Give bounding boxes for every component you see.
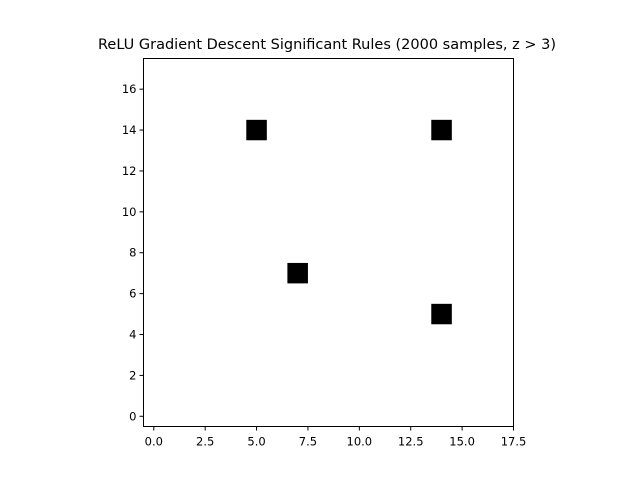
heatmap-cell-3 (431, 119, 452, 141)
x-tick-label: 0.0 (145, 435, 163, 449)
x-tick-label: 17.5 (501, 435, 527, 449)
y-tick-label: 6 (129, 287, 136, 301)
heatmap-cells (143, 58, 514, 427)
plot-frame (143, 58, 514, 427)
x-tick-label: 15.0 (449, 435, 475, 449)
y-tick-label: 0 (129, 409, 136, 423)
x-tick-label: 10.0 (347, 435, 373, 449)
chart-title: ReLU Gradient Descent Significant Rules … (98, 37, 556, 53)
x-tick-label: 5.0 (247, 435, 265, 449)
y-tick-label: 2 (129, 368, 136, 382)
heatmap-cell-1 (287, 262, 308, 284)
y-tick-label: 12 (122, 164, 137, 178)
x-axis-ticks: 0.0 2.5 5.0 7.5 10.0 12.5 15.0 17.5 (145, 426, 527, 449)
heatmap-cell-0 (431, 303, 452, 325)
x-tick-label: 12.5 (398, 435, 424, 449)
x-tick-label: 7.5 (299, 435, 317, 449)
y-tick-label: 16 (122, 82, 137, 96)
heatmap-background (143, 58, 514, 427)
y-tick-label: 4 (129, 328, 136, 342)
y-axis-ticks: 0 2 4 6 8 10 12 14 16 (122, 82, 144, 423)
y-tick-label: 14 (122, 123, 137, 137)
heatmap-cell-2 (246, 119, 267, 141)
y-tick-label: 8 (129, 246, 136, 260)
x-tick-label: 2.5 (196, 435, 214, 449)
y-tick-label: 10 (122, 205, 137, 219)
